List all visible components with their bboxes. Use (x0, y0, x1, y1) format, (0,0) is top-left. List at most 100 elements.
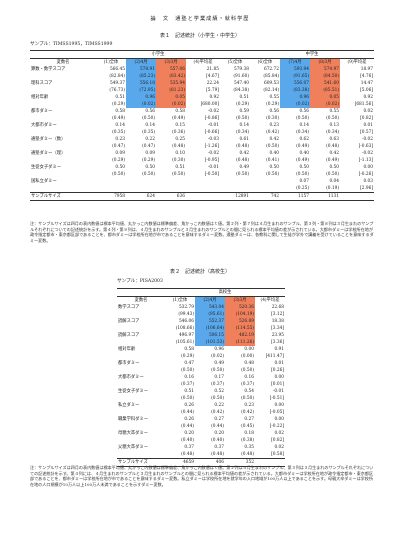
table-cell: 574.97 (310, 66, 341, 73)
table-cell: (0.48) (172, 144, 185, 149)
table-cell: (0.50) (112, 172, 125, 177)
table-cell: 0.00 (244, 347, 254, 352)
table-cell: 0.61 (239, 137, 250, 142)
table-cell: 0.49 (214, 361, 224, 366)
table-cell: 0.18 (244, 431, 254, 436)
row-label (30, 129, 96, 136)
row-label: 読解スコア (118, 319, 140, 324)
table-cell: (81.23) (156, 87, 186, 94)
table-cell: 0.05 (156, 94, 186, 101)
table-row: (0.50) (0.50) (0.50) [0.26] (117, 367, 285, 374)
table-cell (220, 178, 250, 185)
table-row: 通塾ダミー（数） 0.23 0.22 0.25 -0.03 0.61 0.42 0.62 0.6… (30, 136, 374, 143)
table-cell: 506.15 (195, 332, 225, 339)
table-cell: 541.60 (310, 80, 341, 87)
table-cell: (95.61) (195, 311, 225, 318)
table-cell: [680.00] (200, 102, 220, 107)
row-label: 理科スコア (31, 81, 53, 86)
table-cell: 21.85 (206, 67, 220, 72)
table-row: 国私立ダミー 0.07 0.04 0.03 (30, 178, 374, 185)
column-header: (2)4月 (126, 58, 156, 66)
table-cell: (0.50) (181, 368, 194, 373)
table-cell: [411.47] (265, 354, 285, 359)
table-cell: 18.38 (271, 319, 285, 324)
table-cell: 18.97 (360, 67, 374, 72)
table-cell (340, 192, 375, 201)
table-cell: [-0.63] (358, 144, 374, 149)
column-header: (9)平均差 (340, 58, 375, 66)
column-header: 変数名 (117, 296, 165, 304)
table-cell: (0.48) (236, 158, 250, 163)
table-cell: -0.02 (362, 151, 374, 156)
row-label: 父親大卒ダミー (118, 445, 149, 450)
table-cell: 0.56 (299, 109, 310, 114)
table-cell: -0.01 (207, 165, 220, 170)
table-cell: (0.30) (266, 116, 280, 121)
table-row: 父親大卒ダミー 0.37 0.37 0.35 0.02 (117, 444, 285, 451)
row-label: 算数・数学スコア (31, 67, 66, 72)
table-cell: (84.38) (233, 88, 250, 93)
table-cell: 0.55 (329, 109, 340, 114)
row-label (117, 311, 165, 318)
table-row: 大都市ダミー 0.14 0.14 0.15 -0.01 0.14 0.23 0.14 0.13 0… (30, 122, 374, 129)
table-cell: 0.17 (214, 375, 224, 380)
table-cell (220, 185, 250, 193)
table-cell: (0.50) (142, 172, 155, 177)
table-cell: 0.23 (115, 137, 125, 142)
table-cell: 352 (225, 458, 255, 467)
table-cell: [0.82] (271, 438, 285, 443)
table-cell: 0.25 (175, 137, 185, 142)
table-cell: 406 (195, 458, 225, 467)
table-cell: (0.49) (172, 116, 185, 121)
table2-sample: サンプル：PISA2003 (117, 279, 163, 284)
table-cell: 0.22 (145, 137, 155, 142)
table-cell: -0.02 (207, 151, 220, 156)
table-cell: 1157 (280, 192, 311, 201)
table-row: (0.40) (0.40) (0.38) [0.82] (117, 437, 285, 444)
table-cell: (114.55) (225, 325, 255, 332)
table-cell: (82.14) (263, 88, 280, 93)
table-cell: 0.02 (363, 109, 374, 114)
column-header: (4)平均差 (186, 58, 221, 66)
table-row: 理科スコア 549.37 556.18 535.94 22.24 547.40 609.53… (30, 80, 374, 87)
column-header: (4)平均差 (255, 296, 286, 304)
table-cell (186, 178, 220, 185)
table1: 小学生 中学生 変数名 (1)全体 (2)4月 (3)3月 (4)平均差 (5)全体 (6)全体… (30, 50, 375, 201)
table-cell: 543.04 (195, 304, 225, 311)
table-cell: 0.20 (184, 431, 194, 436)
table-cell: 0.14 (145, 123, 155, 128)
row-label: 都市ダミー (118, 361, 140, 366)
table-cell: (85.84) (263, 74, 280, 79)
table-cell: [0.01] (271, 382, 285, 387)
table-cell: (0.47) (112, 144, 125, 149)
row-label: 相対年齢 (118, 347, 136, 352)
table-row: 算数・数学スコア 566.45 578.91 557.06 21.85 579.38 672… (30, 66, 374, 73)
table-cell: 0.00 (274, 403, 285, 408)
row-label: 国私立ダミー (31, 179, 57, 184)
table-cell: (0.50) (326, 116, 340, 121)
table-row: 職業学科ダミー 0.26 0.27 0.27 0.00 (117, 416, 285, 423)
table2-group-row: 高校生 (117, 288, 286, 297)
table-row: 相対年齢 0.51 0.96 0.05 0.92 0.51 0.55 0.96 0.05 0.92 (30, 94, 374, 101)
row-label (117, 409, 165, 416)
table-cell: 0.42 (239, 151, 250, 156)
table-cell: (83.38) (280, 87, 311, 94)
table-cell: 552.37 (195, 318, 225, 325)
table-cell (156, 178, 186, 185)
table-cell: 0.96 (280, 94, 311, 101)
table-cell: 0.09 (145, 151, 155, 156)
table-cell: (0.29) (112, 158, 125, 163)
table-cell: (85.51) (310, 87, 341, 94)
table-cell: (0.30) (172, 158, 185, 163)
table-cell: (83.42) (156, 73, 186, 80)
table-cell: 526.89 (225, 318, 255, 325)
table-cell: 672.72 (263, 67, 280, 72)
row-label (30, 87, 96, 94)
table-cell: (0.50) (266, 144, 280, 149)
table-cell: [4.76] (360, 74, 374, 79)
sample-size-row: サンプルサイズ 7958 624 636 12891 742 1157 1131 (30, 192, 375, 201)
table-cell: [3.12] (271, 312, 285, 317)
table-cell: 0.13 (329, 123, 340, 128)
table-cell: 0.10 (175, 151, 185, 156)
table-cell: [5.06] (360, 88, 374, 93)
